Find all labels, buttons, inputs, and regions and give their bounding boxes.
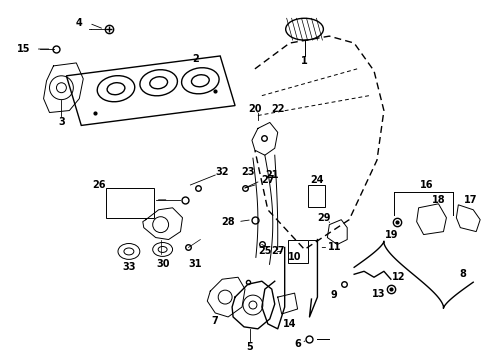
Text: 27: 27 <box>270 247 284 256</box>
Text: 21: 21 <box>264 170 278 180</box>
Text: 16: 16 <box>419 180 432 190</box>
Text: 28: 28 <box>221 217 234 227</box>
Text: 24: 24 <box>310 175 324 185</box>
Text: 13: 13 <box>371 289 385 299</box>
Bar <box>106 188 153 218</box>
Text: 25: 25 <box>258 247 271 256</box>
Text: 12: 12 <box>391 272 405 282</box>
Text: 15: 15 <box>17 44 30 54</box>
Bar <box>307 185 325 207</box>
Text: 4: 4 <box>76 18 82 28</box>
Text: 27: 27 <box>261 175 274 185</box>
Text: 2: 2 <box>192 54 198 64</box>
Text: 8: 8 <box>459 269 466 279</box>
Text: 9: 9 <box>330 290 337 300</box>
Text: 33: 33 <box>122 262 135 272</box>
Text: 19: 19 <box>385 230 398 239</box>
Text: 23: 23 <box>241 167 254 177</box>
Text: 10: 10 <box>287 252 301 262</box>
Text: 7: 7 <box>211 316 218 326</box>
Text: 32: 32 <box>215 167 228 177</box>
Text: 31: 31 <box>188 259 202 269</box>
Text: 30: 30 <box>156 259 169 269</box>
Text: 1: 1 <box>301 56 307 66</box>
Text: 20: 20 <box>248 104 261 113</box>
Text: 14: 14 <box>283 319 296 329</box>
Text: 22: 22 <box>270 104 284 113</box>
Text: 11: 11 <box>327 243 340 252</box>
Bar <box>287 239 307 264</box>
Text: 26: 26 <box>92 180 106 190</box>
Text: 18: 18 <box>431 195 445 205</box>
Text: 29: 29 <box>317 213 330 223</box>
Text: 6: 6 <box>294 339 300 349</box>
Text: 3: 3 <box>58 117 65 127</box>
Text: 17: 17 <box>463 195 476 205</box>
Text: 5: 5 <box>246 342 253 352</box>
